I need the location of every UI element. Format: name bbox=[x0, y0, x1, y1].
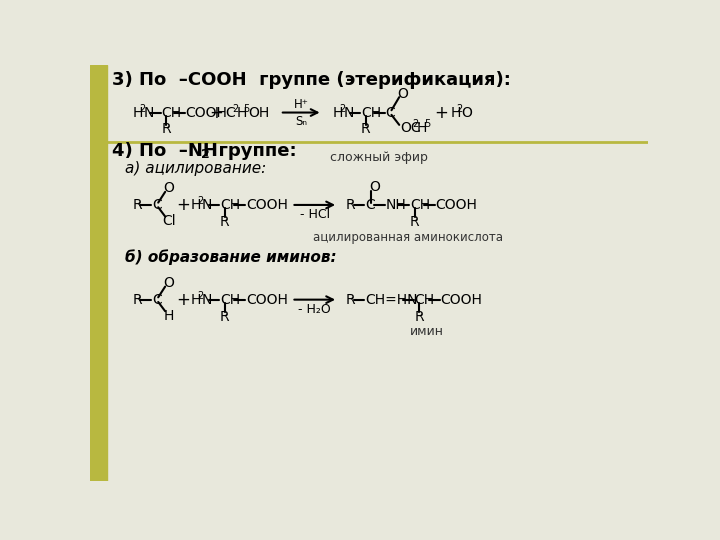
Text: CH: CH bbox=[415, 293, 435, 307]
Text: - HCl: - HCl bbox=[300, 208, 330, 221]
Text: N: N bbox=[202, 293, 212, 307]
Text: H: H bbox=[191, 293, 201, 307]
Text: сложный эфир: сложный эфир bbox=[330, 151, 428, 164]
Text: имин: имин bbox=[410, 326, 444, 339]
Text: б) образование иминов:: б) образование иминов: bbox=[125, 249, 336, 265]
Text: CH: CH bbox=[161, 105, 181, 119]
Text: H⁺: H⁺ bbox=[294, 98, 309, 111]
Text: R: R bbox=[346, 293, 356, 307]
Text: 3) По  –COOH  группе (этерификация):: 3) По –COOH группе (этерификация): bbox=[112, 71, 510, 89]
Text: H: H bbox=[333, 105, 343, 119]
Text: COOH: COOH bbox=[185, 105, 228, 119]
Text: C: C bbox=[225, 105, 235, 119]
Text: CH: CH bbox=[410, 198, 431, 212]
Text: +: + bbox=[176, 196, 190, 214]
Text: COOH: COOH bbox=[246, 198, 288, 212]
Text: 5: 5 bbox=[243, 104, 250, 114]
Text: O: O bbox=[369, 180, 380, 194]
Text: 2: 2 bbox=[197, 291, 203, 301]
Text: COOH: COOH bbox=[246, 293, 288, 307]
Text: 2: 2 bbox=[232, 104, 238, 114]
Text: H: H bbox=[163, 309, 174, 323]
Text: 5: 5 bbox=[424, 119, 431, 129]
Text: 2: 2 bbox=[339, 104, 345, 114]
Text: R: R bbox=[132, 198, 143, 212]
Text: O: O bbox=[163, 181, 174, 195]
Text: 4) По  –NH: 4) По –NH bbox=[112, 142, 217, 160]
Text: CH: CH bbox=[220, 198, 240, 212]
Text: OH: OH bbox=[248, 105, 269, 119]
Text: CH=HN: CH=HN bbox=[365, 293, 418, 307]
Text: N: N bbox=[202, 198, 212, 212]
Text: R: R bbox=[132, 293, 143, 307]
Text: CH: CH bbox=[220, 293, 240, 307]
Text: 2: 2 bbox=[201, 147, 210, 160]
Bar bbox=[90, 65, 107, 481]
Text: R: R bbox=[220, 309, 230, 323]
Text: группе:: группе: bbox=[206, 142, 297, 160]
Text: R: R bbox=[346, 198, 356, 212]
Text: C: C bbox=[385, 105, 395, 119]
Text: C: C bbox=[152, 293, 162, 307]
Text: NH: NH bbox=[386, 198, 407, 212]
Text: OC: OC bbox=[400, 121, 420, 135]
Text: C: C bbox=[152, 198, 162, 212]
Text: N: N bbox=[143, 105, 154, 119]
Text: COOH: COOH bbox=[441, 293, 482, 307]
Text: R: R bbox=[161, 123, 171, 137]
Text: C: C bbox=[365, 198, 375, 212]
Text: O: O bbox=[163, 276, 174, 289]
Text: N: N bbox=[343, 105, 354, 119]
Text: 2: 2 bbox=[413, 119, 418, 129]
Text: 2: 2 bbox=[197, 196, 203, 206]
Text: R: R bbox=[410, 215, 420, 229]
Text: а) ацилирование:: а) ацилирование: bbox=[125, 161, 266, 176]
Text: Cl: Cl bbox=[162, 214, 176, 228]
Text: +: + bbox=[210, 104, 223, 122]
Text: H: H bbox=[191, 198, 201, 212]
Text: H: H bbox=[451, 105, 461, 119]
Text: R: R bbox=[220, 215, 230, 229]
Text: 2: 2 bbox=[139, 104, 145, 114]
Text: Sₙ: Sₙ bbox=[295, 114, 307, 127]
Text: R: R bbox=[361, 123, 371, 137]
Text: R: R bbox=[415, 309, 424, 323]
Text: COOH: COOH bbox=[436, 198, 477, 212]
Text: O: O bbox=[462, 105, 472, 119]
Text: +: + bbox=[434, 104, 448, 122]
Text: ацилированная аминокислота: ацилированная аминокислота bbox=[312, 231, 503, 244]
Text: H: H bbox=[236, 105, 247, 119]
Text: CH: CH bbox=[361, 105, 382, 119]
Text: H: H bbox=[132, 105, 143, 119]
Text: H: H bbox=[417, 121, 428, 135]
Text: +: + bbox=[176, 291, 190, 309]
Text: - H₂O: - H₂O bbox=[298, 303, 331, 316]
Text: O: O bbox=[397, 87, 408, 101]
Text: 2: 2 bbox=[456, 104, 463, 114]
